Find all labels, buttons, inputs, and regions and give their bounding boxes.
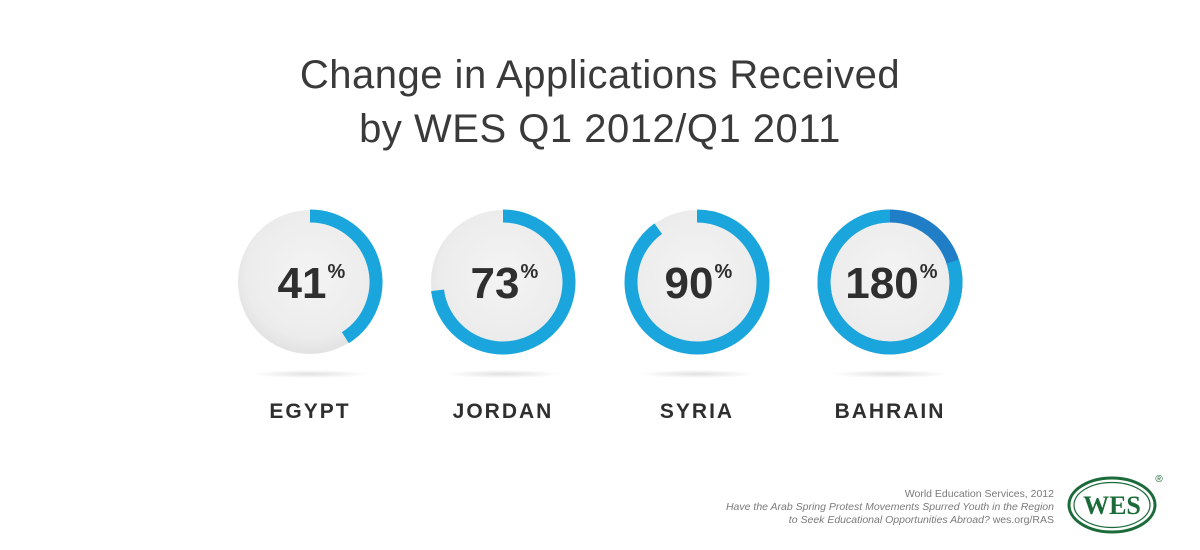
donut-syria: 90 % SYRIA bbox=[624, 209, 770, 423]
donut-egypt: 41 % EGYPT bbox=[238, 209, 383, 423]
donut-track bbox=[431, 210, 575, 354]
category-label-bahrain: BAHRAIN bbox=[835, 400, 946, 423]
donut-track bbox=[625, 210, 769, 354]
source-note: World Education Services, 2012 Have the … bbox=[726, 488, 1054, 527]
percent-sign-egypt: % bbox=[327, 261, 345, 283]
donut-shadow bbox=[252, 370, 368, 378]
source-line-1: World Education Services, 2012 bbox=[904, 488, 1054, 500]
chart-title-line-2: by WES Q1 2012/Q1 2011 bbox=[359, 107, 841, 151]
category-label-egypt: EGYPT bbox=[269, 400, 350, 423]
value-label-jordan: 73 bbox=[471, 259, 520, 308]
donut-shadow bbox=[832, 370, 948, 378]
donut-track bbox=[238, 210, 382, 354]
wes-logo-text: WES bbox=[1083, 491, 1141, 520]
donut-shadow bbox=[639, 370, 755, 378]
chart-title: Change in Applications Received by WES Q… bbox=[0, 48, 1200, 156]
source-line-3-url: wes.org/RAS bbox=[989, 514, 1054, 526]
registered-mark: ® bbox=[1155, 474, 1163, 485]
source-line-3-title: to Seek Educational Opportunities Abroad… bbox=[788, 514, 990, 526]
donut-shadow bbox=[445, 370, 561, 378]
donut-arc-overflow-bahrain bbox=[817, 209, 963, 355]
donut-jordan: 73 % JORDAN bbox=[431, 209, 576, 423]
donut-arc-syria bbox=[624, 209, 770, 355]
value-label-bahrain: 180 bbox=[845, 259, 918, 308]
wes-logo: WES ® bbox=[1067, 474, 1163, 534]
chart-title-line-1: Change in Applications Received bbox=[299, 53, 901, 97]
source-line-3: to Seek Educational Opportunities Abroad… bbox=[726, 514, 1054, 527]
category-label-syria: SYRIA bbox=[660, 400, 734, 423]
category-label-jordan: JORDAN bbox=[453, 400, 554, 423]
source-line-2: Have the Arab Spring Protest Movements S… bbox=[725, 501, 1054, 513]
donut-arc-jordan bbox=[431, 209, 576, 355]
value-label-syria: 90 bbox=[665, 259, 714, 308]
donut-arc-egypt bbox=[309, 209, 383, 344]
percent-sign-bahrain: % bbox=[920, 261, 938, 283]
donut-bahrain: 180 % BAHRAIN bbox=[817, 209, 963, 423]
value-label-egypt: 41 bbox=[278, 259, 327, 308]
percent-sign-syria: % bbox=[714, 261, 732, 283]
donut-track bbox=[818, 210, 962, 354]
percent-sign-jordan: % bbox=[520, 261, 538, 283]
